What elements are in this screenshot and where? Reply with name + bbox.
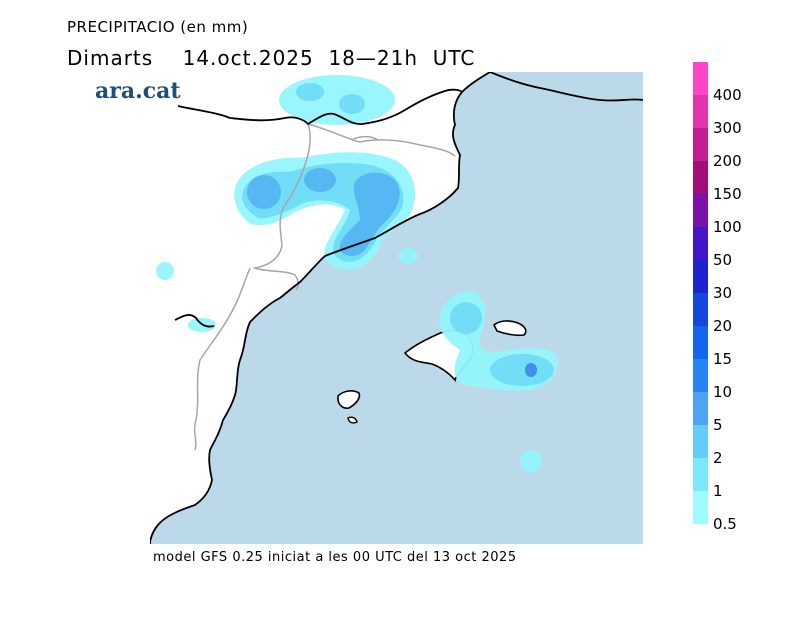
- precip-mallorca-mid-b: [490, 354, 554, 386]
- ara-cat-logo[interactable]: ara.cat: [95, 78, 181, 104]
- border-pyrenees: [307, 123, 456, 157]
- legend-swatch: [693, 62, 708, 95]
- border-valencia: [193, 267, 251, 451]
- coastlines: [150, 72, 643, 544]
- legend-swatch: [693, 227, 708, 260]
- island-menorca: [493, 320, 527, 337]
- island-formentera: [347, 416, 358, 424]
- legend-label: 20: [713, 317, 733, 335]
- precip-mallorca-mid-a: [450, 302, 482, 334]
- island-eivissa: [337, 390, 361, 409]
- legend-label: 0.5: [713, 515, 737, 533]
- legend-swatch: [693, 392, 708, 425]
- border-catalonia-aragon: [252, 123, 311, 291]
- model-footer: model GFS 0.25 iniciat a les 00 UTC del …: [153, 550, 517, 565]
- legend-swatch: [693, 161, 708, 194]
- coastline-delta: [174, 314, 215, 328]
- legend-swatch: [693, 491, 708, 524]
- precipitation-legend: [693, 62, 708, 524]
- legend-label: 2: [713, 449, 723, 467]
- legend-label: 10: [713, 383, 733, 401]
- legend-swatch: [693, 260, 708, 293]
- coastline-mainland: [150, 72, 491, 544]
- legend-label: 300: [713, 119, 742, 137]
- legend-swatch: [693, 194, 708, 227]
- precip-strong-west: [247, 175, 281, 209]
- precip-south: [520, 450, 542, 472]
- legend-label: 5: [713, 416, 723, 434]
- border-france: [177, 88, 463, 126]
- legend-swatch: [693, 326, 708, 359]
- border-france-east: [489, 72, 643, 102]
- legend-label: 200: [713, 152, 742, 170]
- legend-swatch: [693, 458, 708, 491]
- precip-spot-west: [156, 262, 174, 280]
- legend-label: 150: [713, 185, 742, 203]
- region-borders: [193, 123, 456, 451]
- legend-swatch: [693, 359, 708, 392]
- map-title: PRECIPITACIO (en mm): [67, 18, 249, 36]
- legend-label: 30: [713, 284, 733, 302]
- legend-label: 400: [713, 86, 742, 104]
- legend-swatch: [693, 293, 708, 326]
- legend-swatch: [693, 95, 708, 128]
- border-andorra: [351, 135, 379, 141]
- precip-spot-coast: [398, 248, 418, 264]
- precip-layer-strong: [247, 168, 537, 377]
- legend-label: 15: [713, 350, 733, 368]
- precip-strong-center: [304, 168, 336, 192]
- legend-swatch: [693, 425, 708, 458]
- legend-swatch: [693, 128, 708, 161]
- legend-label: 50: [713, 251, 733, 269]
- precip-strong-east: [339, 172, 400, 256]
- precip-pyrenees-mid-b: [339, 94, 365, 114]
- map-subtitle: Dimarts 14.oct.2025 18—21h UTC: [67, 46, 476, 70]
- precip-pyrenees-mid-a: [296, 83, 324, 101]
- legend-label: 1: [713, 482, 723, 500]
- legend-label: 100: [713, 218, 742, 236]
- precip-strong-mallorca: [525, 363, 537, 377]
